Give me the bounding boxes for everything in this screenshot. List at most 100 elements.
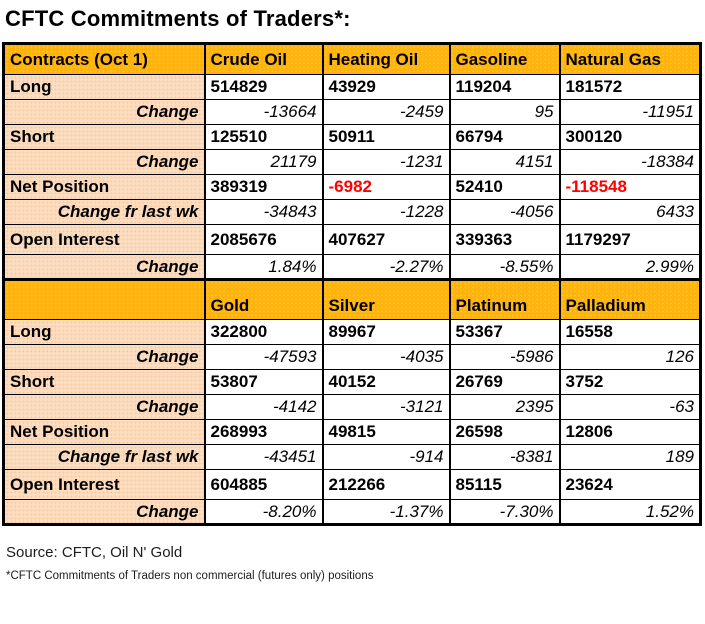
change-cell: -4056: [448, 199, 561, 225]
column-header: Heating Oil: [321, 43, 451, 75]
change-cell: -63: [558, 394, 702, 420]
change-cell: 2395: [448, 394, 561, 420]
value-cell: 3752: [558, 369, 702, 395]
value-cell: 66794: [448, 124, 561, 150]
change-cell: 1.52%: [558, 499, 702, 525]
value-cell: 40152: [321, 369, 451, 395]
value-cell: 53807: [203, 369, 324, 395]
change-cell: -4142: [203, 394, 324, 420]
change-cell: -914: [321, 444, 451, 470]
footnote-text: *CFTC Commitments of Traders non commerc…: [6, 570, 374, 582]
change-cell: -5986: [448, 344, 561, 370]
value-cell: 53367: [448, 319, 561, 345]
value-cell: 26769: [448, 369, 561, 395]
change-cell: -8.20%: [203, 499, 324, 525]
value-cell: 89967: [321, 319, 451, 345]
change-cell: -4035: [321, 344, 451, 370]
value-cell: 23624: [558, 469, 702, 500]
value-cell: 2085676: [203, 224, 324, 255]
change-cell: 95: [448, 99, 561, 125]
value-cell: 125510: [203, 124, 324, 150]
net-cell: 389319: [203, 174, 324, 200]
change-cell: 21179: [203, 149, 324, 175]
change-cell: -2459: [321, 99, 451, 125]
net-cell: 268993: [203, 419, 324, 445]
net-cell: 12806: [558, 419, 702, 445]
table-row-open-interest: Open Interest 2085676 407627 339363 1179…: [2, 224, 702, 255]
net-cell: 52410: [448, 174, 561, 200]
table-row-change-pct: Change 1.84% -2.27% -8.55% 2.99%: [2, 254, 702, 280]
change-cell: 1.84%: [203, 254, 324, 280]
value-cell: 181572: [558, 74, 702, 100]
net-cell: -6982: [321, 174, 451, 200]
contracts-header: Contracts (Oct 1): [2, 43, 206, 75]
row-label: Long: [2, 319, 206, 345]
table-row-change: Change -13664 -2459 95 -11951: [2, 99, 702, 125]
row-label: Net Position: [2, 174, 206, 200]
change-cell: 126: [558, 344, 702, 370]
cot-table: Contracts (Oct 1) Crude Oil Heating Oil …: [2, 42, 702, 526]
table-row-change-fr-last-wk: Change fr last wk -34843 -1228 -4056 643…: [2, 199, 702, 225]
change-cell: -3121: [321, 394, 451, 420]
value-cell: 16558: [558, 319, 702, 345]
change-cell: -1228: [321, 199, 451, 225]
row-label: Short: [2, 369, 206, 395]
table-row-net-position: Net Position 389319 -6982 52410 -118548: [2, 174, 702, 200]
table-row-change: Change -4142 -3121 2395 -63: [2, 394, 702, 420]
table-row-open-interest: Open Interest 604885 212266 85115 23624: [2, 469, 702, 500]
table-row-change-fr-last-wk: Change fr last wk -43451 -914 -8381 189: [2, 444, 702, 470]
row-label: Short: [2, 124, 206, 150]
change-cell: -8381: [448, 444, 561, 470]
value-cell: 119204: [448, 74, 561, 100]
column-header: Crude Oil: [203, 43, 324, 75]
energy-header-row: Contracts (Oct 1) Crude Oil Heating Oil …: [2, 43, 702, 75]
change-cell: 6433: [558, 199, 702, 225]
value-cell: 514829: [203, 74, 324, 100]
change-cell: -18384: [558, 149, 702, 175]
metals-header-row: Gold Silver Platinum Palladium: [2, 278, 702, 320]
source-text: Source: CFTC, Oil N' Gold: [6, 544, 183, 561]
value-cell: 85115: [448, 469, 561, 500]
change-cell: -43451: [203, 444, 324, 470]
net-cell: -118548: [558, 174, 702, 200]
column-header: Silver: [321, 278, 451, 320]
column-header: Natural Gas: [558, 43, 702, 75]
table-row-long: Long 514829 43929 119204 181572: [2, 74, 702, 100]
value-cell: 212266: [321, 469, 451, 500]
row-label: Change: [2, 149, 206, 175]
table-row-change-pct: Change -8.20% -1.37% -7.30% 1.52%: [2, 499, 702, 525]
change-cell: 2.99%: [558, 254, 702, 280]
change-cell: 4151: [448, 149, 561, 175]
change-cell: -34843: [203, 199, 324, 225]
row-label: Open Interest: [2, 469, 206, 500]
column-header: Palladium: [558, 278, 702, 320]
table-row-short: Short 125510 50911 66794 300120: [2, 124, 702, 150]
row-label: Change: [2, 394, 206, 420]
change-cell: -1.37%: [321, 499, 451, 525]
change-cell: -2.27%: [321, 254, 451, 280]
value-cell: 50911: [321, 124, 451, 150]
table-row-long: Long 322800 89967 53367 16558: [2, 319, 702, 345]
page-title: CFTC Commitments of Traders*:: [5, 6, 351, 31]
column-header: Gasoline: [448, 43, 561, 75]
value-cell: 339363: [448, 224, 561, 255]
table-row-change: Change 21179 -1231 4151 -18384: [2, 149, 702, 175]
change-cell: -11951: [558, 99, 702, 125]
value-cell: 407627: [321, 224, 451, 255]
row-label: Long: [2, 74, 206, 100]
blank-corner-header: [2, 278, 206, 320]
change-cell: -7.30%: [448, 499, 561, 525]
row-label: Open Interest: [2, 224, 206, 255]
column-header: Gold: [203, 278, 324, 320]
change-cell: -13664: [203, 99, 324, 125]
change-cell: 189: [558, 444, 702, 470]
table-row-change: Change -47593 -4035 -5986 126: [2, 344, 702, 370]
change-cell: -47593: [203, 344, 324, 370]
value-cell: 43929: [321, 74, 451, 100]
row-label: Change: [2, 99, 206, 125]
net-cell: 49815: [321, 419, 451, 445]
value-cell: 1179297: [558, 224, 702, 255]
table-row-short: Short 53807 40152 26769 3752: [2, 369, 702, 395]
row-label: Change: [2, 499, 206, 525]
